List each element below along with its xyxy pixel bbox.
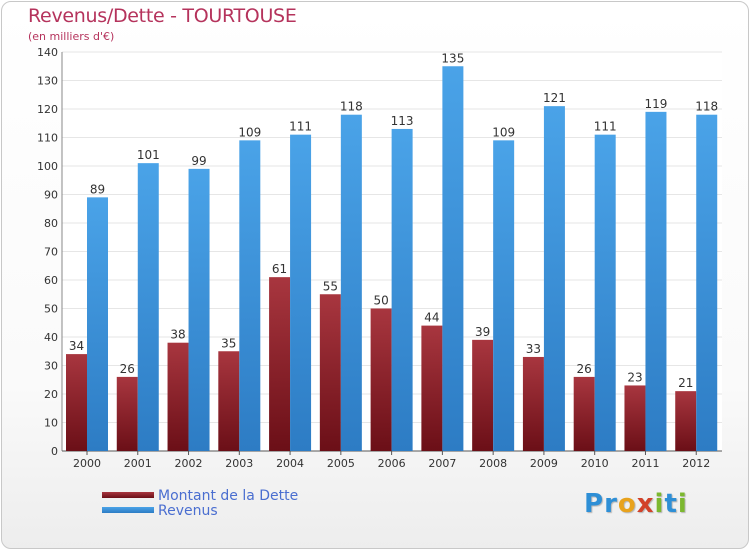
logo-letter: t [664, 489, 678, 519]
bar-revenus-2012 [696, 114, 718, 451]
y-tick-label: 10 [44, 417, 58, 430]
legend-swatch-revenus [102, 507, 154, 513]
x-tick-label: 2005 [327, 457, 355, 470]
x-tick-label: 2002 [175, 457, 203, 470]
legend-label-dette: Montant de la Dette [158, 488, 299, 504]
y-tick-label: 20 [44, 388, 58, 401]
legend-swatch-dette [102, 492, 154, 498]
data-label-revenus-2011: 119 [645, 97, 668, 111]
data-label-dette-2002: 38 [170, 328, 185, 342]
data-label-revenus-2010: 111 [594, 120, 617, 134]
data-label-dette-2005: 55 [323, 279, 338, 293]
bar-revenus-2009 [543, 106, 565, 452]
data-label-revenus-2006: 113 [391, 114, 414, 128]
y-tick-label: 130 [37, 75, 58, 88]
x-tick-label: 2008 [479, 457, 507, 470]
x-tick-label: 2000 [73, 457, 101, 470]
data-label-revenus-2003: 109 [238, 125, 261, 139]
bar-dette-2009 [522, 356, 544, 451]
data-label-revenus-2007: 135 [441, 51, 464, 65]
y-tick-label: 40 [44, 331, 58, 344]
x-tick-label: 2003 [225, 457, 253, 470]
bar-dette-2010 [573, 376, 595, 451]
y-tick-label: 70 [44, 246, 58, 259]
y-tick-label: 90 [44, 189, 58, 202]
bar-revenus-2008 [493, 140, 515, 451]
bar-dette-2012 [675, 391, 697, 451]
logo-letter: r [604, 489, 618, 519]
bar-dette-2006 [370, 308, 392, 451]
y-tick-label: 100 [37, 160, 58, 173]
logo-letter: P [584, 489, 605, 519]
data-label-revenus-2001: 101 [137, 148, 160, 162]
y-tick-label: 80 [44, 217, 58, 230]
data-label-dette-2006: 50 [373, 294, 388, 308]
y-tick-label: 60 [44, 274, 58, 287]
y-tick-label: 110 [37, 132, 58, 145]
data-label-dette-2011: 23 [627, 370, 642, 384]
x-tick-label: 2010 [581, 457, 609, 470]
bar-revenus-2006 [391, 128, 413, 451]
bar-dette-2004 [269, 277, 291, 451]
y-tick-label: 120 [37, 103, 58, 116]
data-label-dette-2000: 34 [69, 339, 84, 353]
bar-revenus-2001 [137, 163, 159, 451]
bar-revenus-2000 [87, 197, 108, 451]
data-label-dette-2008: 39 [475, 325, 490, 339]
data-label-dette-2003: 35 [221, 336, 236, 350]
data-label-dette-2010: 26 [577, 362, 592, 376]
data-label-dette-2007: 44 [424, 311, 439, 325]
bar-revenus-2007 [442, 66, 464, 451]
legend-label-revenus: Revenus [158, 503, 218, 519]
bar-dette-2007 [421, 325, 443, 451]
bar-revenus-2002 [188, 168, 210, 451]
chart-title: Revenus/Dette - TOURTOUSE [28, 5, 297, 27]
data-label-revenus-2012: 118 [695, 100, 718, 114]
bar-revenus-2003 [239, 140, 261, 451]
logo-letter: i [677, 489, 688, 519]
data-label-revenus-2009: 121 [543, 91, 566, 105]
bar-dette-2001 [116, 376, 138, 451]
x-tick-label: 2009 [530, 457, 558, 470]
data-label-dette-2001: 26 [120, 362, 135, 376]
bar-revenus-2011 [645, 111, 667, 451]
bar-dette-2011 [624, 385, 646, 451]
bar-dette-2003 [218, 351, 240, 451]
y-tick-label: 50 [44, 303, 58, 316]
logo-letter: o [617, 489, 637, 519]
logo-letter: i [654, 489, 665, 519]
x-tick-label: 2001 [124, 457, 152, 470]
y-tick-label: 30 [44, 360, 58, 373]
data-label-dette-2009: 33 [526, 342, 541, 356]
bar-dette-2002 [167, 342, 189, 451]
logo-letter: x [636, 489, 655, 519]
proxiti-logo: Proxiti [584, 489, 688, 519]
x-tick-label: 2006 [378, 457, 406, 470]
bar-revenus-2010 [594, 134, 616, 451]
y-tick-label: 0 [51, 445, 58, 458]
x-tick-label: 2004 [276, 457, 304, 470]
bar-dette-2000 [66, 354, 87, 451]
bar-revenus-2005 [340, 114, 362, 451]
bar-dette-2008 [472, 339, 494, 451]
data-label-revenus-2008: 109 [492, 125, 515, 139]
x-tick-label: 2011 [631, 457, 659, 470]
x-tick-label: 2007 [428, 457, 456, 470]
data-label-dette-2004: 61 [272, 262, 287, 276]
x-tick-label: 2012 [682, 457, 710, 470]
data-label-revenus-2005: 118 [340, 100, 363, 114]
chart-subtitle: (en milliers d'€) [28, 30, 115, 43]
data-label-revenus-2002: 99 [191, 154, 206, 168]
bar-dette-2005 [319, 294, 341, 451]
y-tick-label: 140 [37, 46, 58, 59]
data-label-revenus-2000: 89 [90, 182, 105, 196]
data-label-revenus-2004: 111 [289, 120, 312, 134]
bar-revenus-2004 [290, 134, 312, 451]
data-label-dette-2012: 21 [678, 376, 693, 390]
